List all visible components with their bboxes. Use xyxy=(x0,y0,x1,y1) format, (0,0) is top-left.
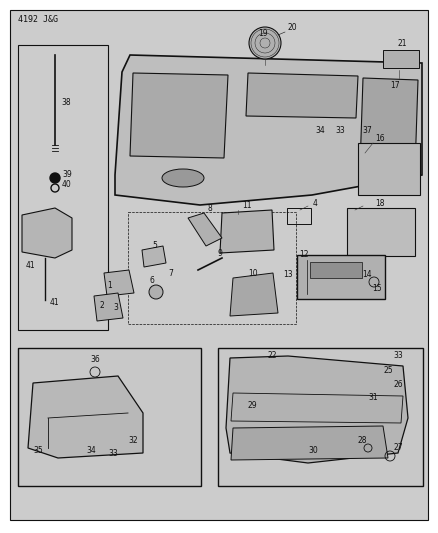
Polygon shape xyxy=(231,426,388,460)
Polygon shape xyxy=(142,246,166,267)
Text: 30: 30 xyxy=(308,446,318,455)
Text: 13: 13 xyxy=(283,270,293,279)
Text: 38: 38 xyxy=(61,98,71,107)
Text: 19: 19 xyxy=(258,29,268,38)
Text: 2: 2 xyxy=(99,301,104,310)
Text: 4192 J&G: 4192 J&G xyxy=(18,15,58,24)
Text: 14: 14 xyxy=(362,270,371,279)
Bar xyxy=(128,212,296,324)
Polygon shape xyxy=(115,55,422,205)
Text: 12: 12 xyxy=(299,250,308,259)
Bar xyxy=(347,208,415,256)
Bar xyxy=(18,45,108,330)
Polygon shape xyxy=(188,213,222,246)
Text: 27: 27 xyxy=(393,443,403,452)
Text: 37: 37 xyxy=(362,126,372,135)
Text: 39: 39 xyxy=(62,170,72,179)
Text: 22: 22 xyxy=(268,351,278,360)
Bar xyxy=(297,255,385,299)
Bar xyxy=(383,50,419,68)
Text: 41: 41 xyxy=(50,298,60,307)
Polygon shape xyxy=(231,393,403,423)
Text: 32: 32 xyxy=(128,436,138,445)
Bar xyxy=(310,262,362,278)
Text: 31: 31 xyxy=(368,393,378,402)
Polygon shape xyxy=(22,208,72,258)
Text: 25: 25 xyxy=(383,366,392,375)
Polygon shape xyxy=(94,293,123,321)
Text: 8: 8 xyxy=(208,204,213,213)
Text: 35: 35 xyxy=(33,446,43,455)
Polygon shape xyxy=(230,273,278,316)
Text: 7: 7 xyxy=(168,269,173,278)
Text: 15: 15 xyxy=(372,284,381,293)
Bar xyxy=(18,348,201,486)
Text: 16: 16 xyxy=(375,134,385,143)
Text: 26: 26 xyxy=(393,380,403,389)
Bar xyxy=(218,348,423,486)
Text: 34: 34 xyxy=(315,126,325,135)
Text: 9: 9 xyxy=(217,249,222,258)
Text: 18: 18 xyxy=(375,199,385,208)
Ellipse shape xyxy=(162,169,204,187)
Text: 29: 29 xyxy=(248,401,258,410)
Circle shape xyxy=(249,27,281,59)
Polygon shape xyxy=(246,73,358,118)
Text: 33: 33 xyxy=(108,449,118,458)
Text: 11: 11 xyxy=(242,201,251,210)
Text: 1: 1 xyxy=(107,281,112,290)
Polygon shape xyxy=(220,210,274,253)
Text: 41: 41 xyxy=(26,261,35,270)
Text: 17: 17 xyxy=(390,81,399,90)
Text: 5: 5 xyxy=(152,241,157,250)
Text: 21: 21 xyxy=(398,39,407,48)
Circle shape xyxy=(50,173,60,183)
Bar xyxy=(287,208,311,224)
Polygon shape xyxy=(104,270,134,296)
Text: 4: 4 xyxy=(313,199,318,208)
Text: 28: 28 xyxy=(358,436,367,445)
Text: 33: 33 xyxy=(335,126,345,135)
Text: 40: 40 xyxy=(62,180,72,189)
Text: 10: 10 xyxy=(248,269,258,278)
Polygon shape xyxy=(28,376,143,458)
Circle shape xyxy=(149,285,163,299)
Polygon shape xyxy=(360,78,418,170)
Text: 33: 33 xyxy=(393,351,403,360)
Polygon shape xyxy=(130,73,228,158)
Text: 36: 36 xyxy=(90,355,100,364)
Polygon shape xyxy=(226,356,408,463)
Text: 6: 6 xyxy=(150,276,155,285)
Bar xyxy=(358,143,420,195)
Text: 3: 3 xyxy=(113,303,118,312)
Text: 34: 34 xyxy=(86,446,96,455)
Text: 20: 20 xyxy=(287,23,297,32)
